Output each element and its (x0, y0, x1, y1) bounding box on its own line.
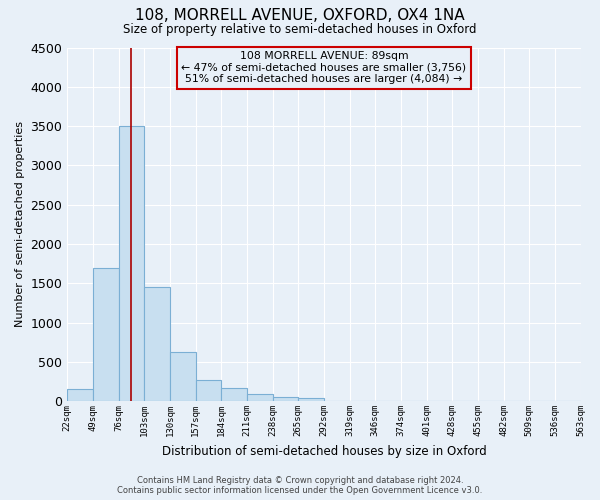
Text: Contains HM Land Registry data © Crown copyright and database right 2024.
Contai: Contains HM Land Registry data © Crown c… (118, 476, 482, 495)
Bar (67, 390, 93, 401)
Bar (170, 352, 196, 401)
Bar (298, 398, 324, 401)
Bar (221, 388, 247, 401)
Y-axis label: Number of semi-detached properties: Number of semi-detached properties (15, 122, 25, 328)
Bar (93, 268, 119, 401)
Text: Size of property relative to semi-detached houses in Oxford: Size of property relative to semi-detach… (123, 22, 477, 36)
Bar (272, 397, 298, 401)
Bar (247, 394, 272, 401)
Bar (119, 126, 144, 401)
Bar (196, 380, 221, 401)
Bar (144, 287, 170, 401)
Text: 108 MORRELL AVENUE: 89sqm
← 47% of semi-detached houses are smaller (3,756)
51% : 108 MORRELL AVENUE: 89sqm ← 47% of semi-… (181, 51, 466, 84)
X-axis label: Distribution of semi-detached houses by size in Oxford: Distribution of semi-detached houses by … (161, 444, 486, 458)
Text: 108, MORRELL AVENUE, OXFORD, OX4 1NA: 108, MORRELL AVENUE, OXFORD, OX4 1NA (135, 8, 465, 22)
